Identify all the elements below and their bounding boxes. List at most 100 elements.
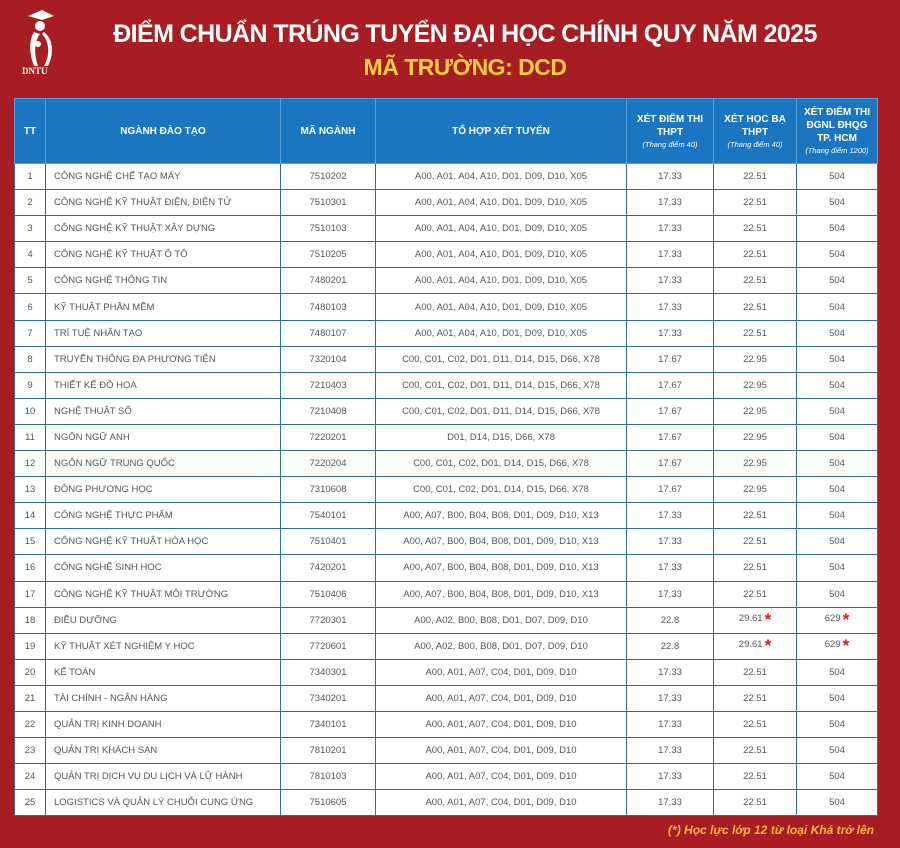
column-header-label: XÉT ĐIỂM THI THPT	[636, 113, 704, 138]
cell-dgnl-score: 504	[796, 554, 878, 582]
cell-dgnl-score: 629 *	[796, 606, 878, 634]
cell-major-name: NGÔN NGỮ TRUNG QUỐC	[45, 450, 281, 478]
cell-major-code: 7720601	[280, 632, 376, 660]
cell-value: 629	[824, 613, 841, 625]
cell-value: 504	[829, 745, 845, 757]
cell-value: 504	[829, 588, 845, 600]
cell-value: TRÍ TUỆ NHÂN TẠO	[54, 327, 143, 339]
column-header-label: MÃ NGÀNH	[300, 125, 356, 137]
cell-value: 7210403	[309, 379, 347, 391]
cell-value: 7220204	[309, 458, 347, 470]
column-header-label: XÉT ĐIỂM THI ĐGNL ĐHQG TP. HCM	[803, 107, 871, 144]
cell-tt: 17	[14, 580, 46, 608]
cell-value: 11	[25, 431, 35, 443]
cell-value: 13	[24, 484, 36, 496]
cell-value: C00, C01, C02, D01, D11, D14, D15, D66, …	[402, 405, 600, 417]
cell-subject-combinations: C00, C01, C02, D01, D11, D14, D15, D66, …	[375, 345, 627, 373]
cell-tt: 21	[14, 684, 46, 712]
cell-thpt-score: 17.33	[626, 737, 714, 765]
cell-thpt-score: 17.33	[626, 215, 714, 243]
cell-value: 17	[24, 588, 36, 600]
cell-tt: 12	[14, 450, 46, 478]
cell-value: 7220201	[309, 431, 347, 443]
cell-value: 7340101	[309, 719, 347, 731]
cell-subject-combinations: A00, A02, B00, B08, D01, D07, D09, D10	[375, 632, 627, 660]
cell-major-name: CÔNG NGHỆ KỸ THUẬT Ô TÔ	[45, 241, 281, 269]
cell-major-code: 7510406	[280, 580, 376, 608]
table-row: 1 CÔNG NGHỆ CHẾ TẠO MÁY 7510202 A00, A01, A…	[14, 162, 878, 191]
cell-major-name: QUẢN TRỊ KINH DOANH	[45, 710, 281, 739]
cell-value: 23	[24, 745, 36, 757]
cell-dgnl-score: 504	[796, 476, 878, 504]
cell-value: 17.33	[658, 275, 682, 287]
cell-tt: 20	[14, 658, 46, 686]
asterisk-icon: *	[842, 610, 850, 630]
cell-value: 29.61	[738, 613, 763, 625]
cell-value: 1	[27, 171, 33, 183]
cell-major-code: 7210408	[280, 397, 376, 425]
cell-subject-combinations: A00, A01, A07, C04, D01, D09, D10	[375, 737, 627, 765]
cell-value: NGÔN NGỮ ANH	[54, 431, 130, 443]
table-body: 1 CÔNG NGHỆ CHẾ TẠO MÁY 7510202 A00, A01, A…	[14, 162, 878, 817]
cell-value: 504	[829, 301, 845, 313]
cell-value: 8	[27, 353, 33, 365]
cell-transcript-score: 22.95	[713, 476, 797, 504]
cell-value: 504	[829, 223, 845, 235]
cell-value: KỸ THUẬT XÉT NGHIỆM Y HỌC	[54, 640, 195, 652]
cell-value: 7810201	[309, 745, 347, 757]
cell-value: 7340301	[309, 666, 347, 678]
cell-tt: 11	[14, 423, 46, 452]
cell-value: CÔNG NGHỆ KỸ THUẬT MÔI TRƯỜNG	[54, 588, 229, 600]
cell-value: 18	[24, 614, 36, 626]
cell-value: 24	[24, 771, 36, 783]
cell-dgnl-score: 504	[796, 319, 878, 347]
cell-subject-combinations: A00, A07, B00, B04, B08, D01, D09, D10, …	[375, 502, 627, 530]
cell-value: 17.67	[658, 405, 682, 417]
cell-value: 17.33	[658, 301, 682, 313]
cell-transcript-score: 22.51	[713, 580, 797, 608]
cell-transcript-score: 22.51	[713, 710, 797, 739]
cell-dgnl-score: 504	[796, 502, 878, 530]
cell-value: 7510401	[309, 536, 347, 548]
dntu-logo	[28, 10, 54, 66]
cell-value: CÔNG NGHỆ THÔNG TIN	[54, 275, 168, 287]
cell-value: 12	[24, 458, 36, 470]
cell-major-code: 7510401	[280, 528, 376, 556]
asterisk-icon: *	[764, 636, 772, 656]
cell-value: 22.51	[743, 588, 767, 600]
cell-value: A00, A01, A04, A10, D01, D09, D10, X05	[414, 171, 588, 183]
cell-major-name: NGHỆ THUẬT SỐ	[45, 397, 281, 425]
cell-thpt-score: 17.67	[626, 476, 714, 504]
cell-transcript-score: 22.51	[713, 267, 797, 295]
cell-value: CÔNG NGHỆ THỰC PHẨM	[54, 510, 173, 522]
cell-thpt-score: 17.33	[626, 502, 714, 530]
cell-thpt-score: 17.33	[626, 658, 714, 686]
cell-value: 7510301	[309, 197, 347, 209]
cell-tt: 7	[14, 319, 46, 347]
cell-value: 22.95	[743, 458, 767, 470]
cell-thpt-score: 17.67	[626, 450, 714, 478]
cell-tt: 2	[14, 189, 46, 217]
cell-tt: 3	[14, 215, 46, 243]
cell-major-name: KỸ THUẬT XÉT NGHIỆM Y HỌC	[45, 632, 281, 660]
cell-thpt-score: 17.33	[626, 267, 714, 295]
cell-value: 22.95	[743, 353, 767, 365]
cell-dgnl-score: 504	[796, 189, 878, 217]
cell-value: 7720601	[309, 640, 347, 652]
cell-dgnl-score: 504	[796, 267, 878, 295]
cell-transcript-score: 22.51	[713, 293, 797, 321]
cell-transcript-score: 22.51	[713, 684, 797, 712]
cell-major-name: THIẾT KẾ ĐỒ HỌA	[45, 371, 281, 399]
cell-value: 22.51	[743, 301, 767, 313]
cell-major-code: 7540101	[280, 502, 376, 530]
cell-subject-combinations: A00, A01, A04, A10, D01, D09, D10, X05	[375, 189, 627, 217]
cell-value: 22.51	[743, 536, 767, 548]
cell-major-code: 7340101	[280, 710, 376, 739]
cell-value: A00, A02, B00, B08, D01, D07, D09, D10	[414, 614, 588, 626]
cell-dgnl-score: 504	[796, 345, 878, 373]
cell-value: 504	[829, 536, 845, 548]
cell-tt: 15	[14, 528, 46, 556]
cell-major-name: QUẢN TRỊ KHÁCH SẠN	[45, 737, 281, 765]
cell-major-code: 7510202	[280, 162, 376, 191]
cell-value: 2	[27, 197, 33, 209]
